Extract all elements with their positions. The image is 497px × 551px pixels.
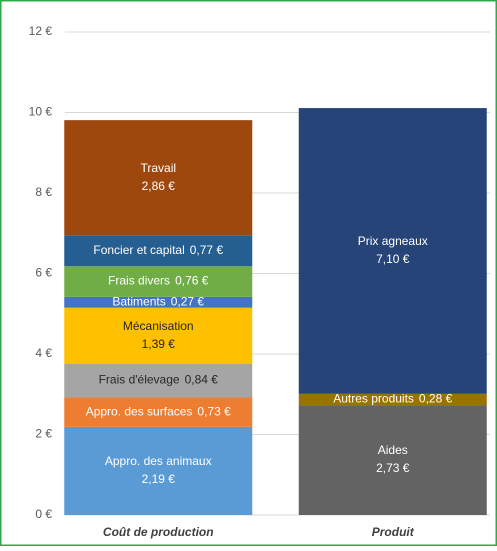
bar-segment (64, 307, 253, 364)
data-label: 0,28 € (419, 392, 453, 406)
y-tick-label: 6 € (35, 266, 52, 280)
data-label: 0,73 € (197, 404, 231, 418)
segment-name: Batiments (112, 294, 165, 308)
segment-name: Autres produits (333, 392, 414, 406)
segment-name: Travail (140, 161, 176, 175)
segment-name: Foncier et capital (93, 243, 184, 257)
bar-segment (64, 235, 253, 267)
data-label: 7,10 € (376, 252, 410, 266)
data-label: 2,86 € (142, 179, 176, 193)
bar-segment (64, 296, 253, 308)
data-label: 0,77 € (190, 243, 224, 257)
y-tick-label: 8 € (35, 185, 52, 199)
bar-segment (64, 120, 253, 236)
data-label: 1,39 € (142, 337, 176, 351)
bar-segment (298, 108, 487, 394)
bar-segment (64, 266, 253, 297)
segment-name: Frais d'élevage (99, 373, 180, 387)
y-tick-label: 2 € (35, 427, 52, 441)
data-label: 2,19 € (142, 472, 176, 486)
x-tick-label: Produit (372, 525, 415, 539)
segment-name: Mécanisation (123, 319, 194, 333)
bar-segment (298, 393, 487, 406)
bar-segment (64, 397, 253, 427)
data-label: 0,27 € (171, 294, 205, 308)
segment-name: Prix agneaux (358, 234, 428, 248)
segment-name: Appro. des animaux (105, 454, 212, 468)
segment-name: Frais divers (108, 274, 170, 288)
data-label: 0,76 € (175, 274, 209, 288)
bar-segment (64, 426, 253, 515)
y-tick-label: 12 € (29, 24, 53, 38)
segment-name: Appro. des surfaces (86, 404, 193, 418)
data-label: 0,84 € (185, 373, 219, 387)
x-tick-label: Coût de production (103, 525, 214, 539)
bar-segment (298, 405, 487, 515)
y-tick-label: 10 € (29, 105, 53, 119)
y-tick-label: 4 € (35, 346, 52, 360)
data-label: 2,73 € (376, 461, 410, 475)
bar-segment (64, 363, 253, 398)
y-tick-label: 0 € (35, 507, 52, 521)
segment-name: Aides (378, 443, 408, 457)
